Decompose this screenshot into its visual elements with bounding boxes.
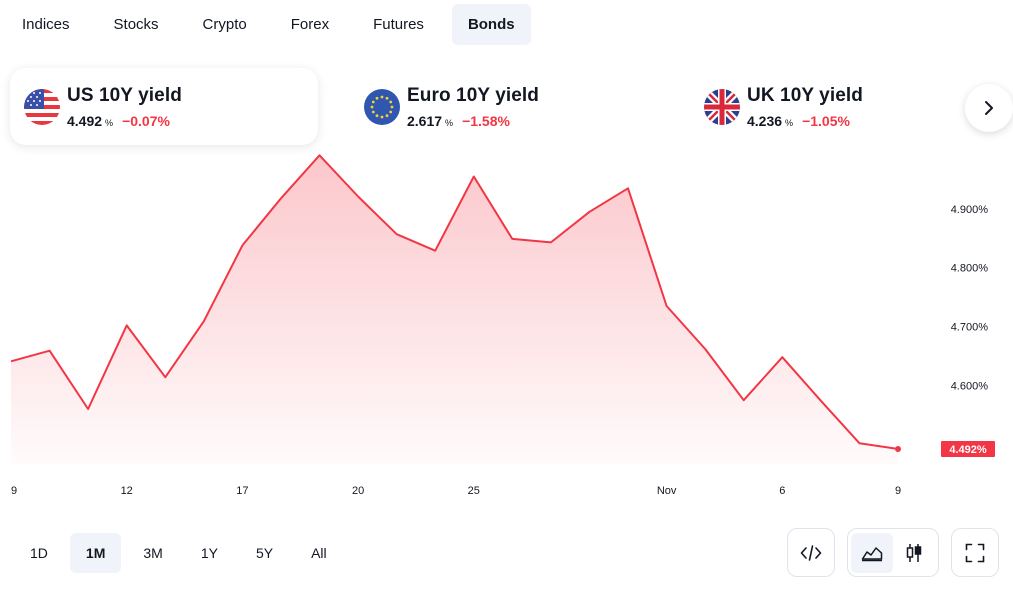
card-us-10y[interactable]: US 10Y yield 4.492 % −0.07% xyxy=(10,68,318,145)
chart-type-toggle xyxy=(847,528,939,577)
card-unit: % xyxy=(445,117,454,128)
y-tick-label: 4.900% xyxy=(951,204,989,216)
card-value: 4.492 xyxy=(67,112,103,129)
eu-flag-icon xyxy=(364,88,400,125)
chevron-right-icon xyxy=(985,101,993,115)
y-tick-label: 4.600% xyxy=(951,380,989,392)
card-value: 2.617 xyxy=(407,112,443,129)
last-point-marker xyxy=(895,446,901,453)
candlestick-button[interactable] xyxy=(893,533,935,573)
y-tick-label: 4.700% xyxy=(951,322,989,334)
candlestick-icon xyxy=(906,543,922,562)
x-tick-label: 6 xyxy=(779,485,785,497)
yield-chart[interactable]: 4.600% 4.700% 4.800% 4.900% 9 12 17 20 25 Nov 6 9 … xyxy=(0,150,1013,510)
range-1m[interactable]: 1M xyxy=(69,533,122,573)
card-name: US 10Y yield xyxy=(67,84,182,106)
card-euro-10y[interactable]: Euro 10Y yield 2.617 % −1.58% xyxy=(350,68,658,145)
area-chart-button[interactable] xyxy=(851,532,893,573)
area-chart-icon xyxy=(861,546,883,561)
card-unit: % xyxy=(785,117,794,128)
x-tick-label: 20 xyxy=(352,485,364,497)
range-all[interactable]: All xyxy=(311,545,327,561)
fullscreen-button[interactable] xyxy=(951,528,999,577)
tab-crypto[interactable]: Crypto xyxy=(202,16,247,33)
range-5y[interactable]: 5Y xyxy=(255,545,274,561)
us-flag-icon xyxy=(24,88,60,125)
card-name: UK 10Y yield xyxy=(747,84,863,106)
card-unit: % xyxy=(105,117,114,128)
last-value-label: 4.492% xyxy=(941,441,995,458)
tab-bonds[interactable]: Bonds xyxy=(451,4,531,45)
code-icon xyxy=(800,544,822,561)
fullscreen-icon xyxy=(965,543,985,562)
x-tick-label: 25 xyxy=(468,485,480,497)
tab-forex[interactable]: Forex xyxy=(290,16,330,33)
card-value: 4.236 xyxy=(747,112,783,129)
tab-stocks[interactable]: Stocks xyxy=(113,16,159,33)
range-1d[interactable]: 1D xyxy=(30,545,48,561)
x-tick-label: Nov xyxy=(657,485,677,497)
area-fill xyxy=(11,155,898,465)
ticker-cards: US 10Y yield 4.492 % −0.07% Euro 10Y yie… xyxy=(10,68,1013,146)
y-axis: 4.600% 4.700% 4.800% 4.900% xyxy=(951,204,989,393)
range-1y[interactable]: 1Y xyxy=(200,545,218,561)
next-cards-button[interactable] xyxy=(965,84,1013,132)
x-tick-label: 12 xyxy=(121,485,133,497)
x-tick-label: 17 xyxy=(236,485,248,497)
y-tick-label: 4.800% xyxy=(951,263,989,275)
x-axis: 9 12 17 20 25 Nov 6 9 xyxy=(11,485,901,497)
x-tick-label: 9 xyxy=(11,485,17,497)
market-tabs: Indices Stocks Crypto Forex Futures Bond… xyxy=(6,4,543,45)
card-uk-10y[interactable]: UK 10Y yield 4.236 % −1.05% xyxy=(690,68,998,145)
card-change: −1.58% xyxy=(462,112,510,129)
series-line xyxy=(10,154,899,450)
card-change: −1.05% xyxy=(802,112,850,129)
tab-futures[interactable]: Futures xyxy=(373,16,424,33)
uk-flag-icon xyxy=(704,88,740,125)
range-3m[interactable]: 3M xyxy=(143,545,163,561)
x-tick-label: 9 xyxy=(895,485,901,497)
card-change: −0.07% xyxy=(122,112,170,129)
tab-indices[interactable]: Indices xyxy=(22,16,70,33)
range-selector: 1D 1M 3M 1Y 5Y All xyxy=(14,533,349,573)
svg-text:4.492%: 4.492% xyxy=(949,444,987,456)
card-name: Euro 10Y yield xyxy=(407,84,539,106)
embed-button[interactable] xyxy=(787,528,835,577)
